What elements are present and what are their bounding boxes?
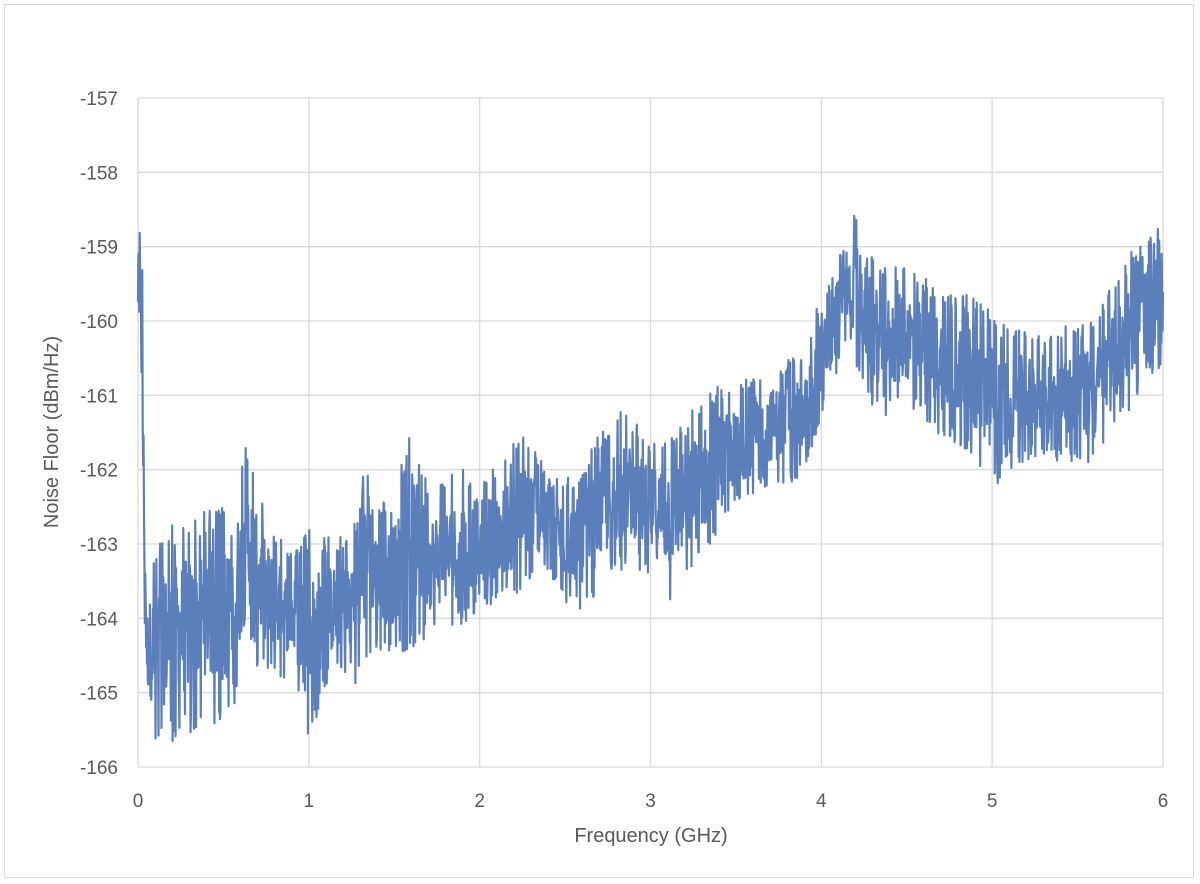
series-layer (136, 214, 1165, 743)
x-tick-label: 4 (816, 791, 827, 812)
series-line (136, 214, 1165, 743)
y-tick-label: -159 (80, 238, 118, 259)
y-tick-label: -166 (80, 758, 118, 779)
x-tick-label: 3 (645, 791, 656, 812)
x-tick-label: 6 (1158, 791, 1169, 812)
x-tick-label: 1 (304, 791, 315, 812)
tick-labels: -157 -158 -159 -160 -161 -162 -163 -164 -165 -166… (80, 89, 1168, 812)
x-tick-label: 2 (474, 791, 485, 812)
y-tick-label: -158 (80, 163, 118, 184)
y-tick-label: -160 (80, 312, 118, 333)
x-tick-label: 5 (987, 791, 998, 812)
y-tick-label: -164 (80, 609, 118, 630)
y-tick-label: -161 (80, 386, 118, 407)
y-tick-label: -157 (80, 89, 118, 110)
y-tick-label: -162 (80, 461, 118, 482)
y-tick-label: -163 (80, 535, 118, 556)
y-axis-title: Noise Floor (dBm/Hz) (41, 336, 63, 528)
y-tick-label: -165 (80, 684, 118, 705)
x-axis-title: Frequency (GHz) (574, 825, 727, 847)
x-tick-label: 0 (133, 791, 144, 812)
